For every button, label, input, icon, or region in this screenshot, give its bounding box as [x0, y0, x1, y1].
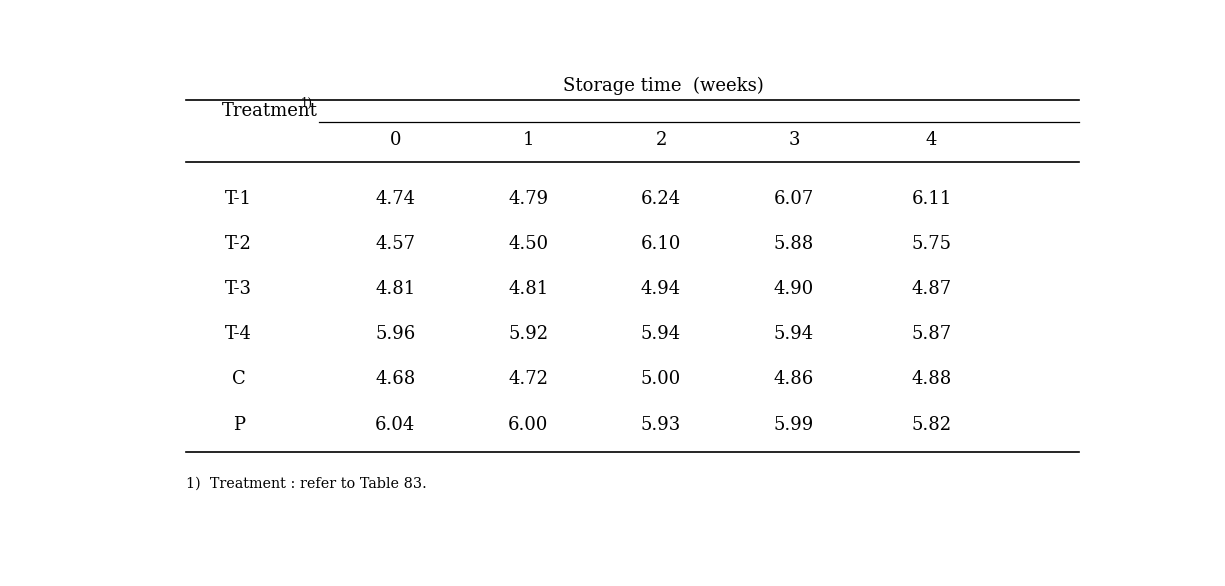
Text: Storage time  (weeks): Storage time (weeks)	[564, 77, 764, 96]
Text: 5.99: 5.99	[774, 415, 815, 434]
Text: 5.00: 5.00	[641, 370, 681, 389]
Text: 4.90: 4.90	[774, 280, 815, 298]
Text: 6.00: 6.00	[508, 415, 549, 434]
Text: 5.82: 5.82	[911, 415, 952, 434]
Text: 2: 2	[655, 131, 666, 149]
Text: 6.07: 6.07	[774, 190, 815, 208]
Text: 4.50: 4.50	[508, 235, 549, 253]
Text: 4.79: 4.79	[508, 190, 549, 208]
Text: T-3: T-3	[225, 280, 252, 298]
Text: 4.94: 4.94	[641, 280, 681, 298]
Text: 1: 1	[522, 131, 534, 149]
Text: 4.81: 4.81	[508, 280, 549, 298]
Text: 0: 0	[390, 131, 401, 149]
Text: 5.94: 5.94	[641, 325, 681, 343]
Text: 5.93: 5.93	[641, 415, 681, 434]
Text: 6.24: 6.24	[641, 190, 681, 208]
Text: 6.04: 6.04	[375, 415, 415, 434]
Text: 4: 4	[926, 131, 937, 149]
Text: T-1: T-1	[225, 190, 252, 208]
Text: 4.68: 4.68	[375, 370, 415, 389]
Text: 5.88: 5.88	[774, 235, 815, 253]
Text: 5.75: 5.75	[911, 235, 952, 253]
Text: Treatment: Treatment	[222, 102, 317, 120]
Text: 3: 3	[788, 131, 800, 149]
Text: 1): 1)	[300, 97, 312, 110]
Text: P: P	[233, 415, 245, 434]
Text: 4.86: 4.86	[774, 370, 815, 389]
Text: 4.72: 4.72	[508, 370, 548, 389]
Text: 5.87: 5.87	[911, 325, 952, 343]
Text: 4.81: 4.81	[375, 280, 415, 298]
Text: 6.10: 6.10	[641, 235, 681, 253]
Text: 6.11: 6.11	[911, 190, 952, 208]
Text: 4.57: 4.57	[375, 235, 415, 253]
Text: 1)  Treatment : refer to Table 83.: 1) Treatment : refer to Table 83.	[186, 476, 428, 490]
Text: T-4: T-4	[225, 325, 252, 343]
Text: 5.92: 5.92	[508, 325, 549, 343]
Text: 5.96: 5.96	[375, 325, 415, 343]
Text: 4.88: 4.88	[911, 370, 952, 389]
Text: C: C	[232, 370, 245, 389]
Text: T-2: T-2	[225, 235, 252, 253]
Text: 4.87: 4.87	[911, 280, 952, 298]
Text: 5.94: 5.94	[774, 325, 815, 343]
Text: 4.74: 4.74	[375, 190, 415, 208]
